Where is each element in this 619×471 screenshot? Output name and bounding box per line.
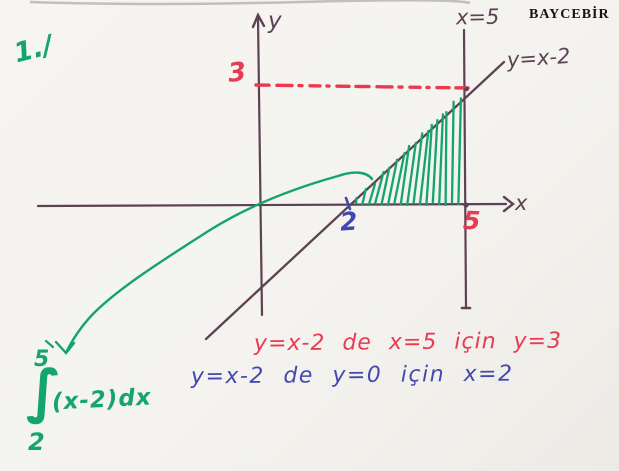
hatch-stroke	[374, 170, 385, 205]
arrow-tick	[44, 339, 55, 349]
integral-upper-limit: 5	[34, 347, 50, 372]
hatch-stroke	[425, 123, 433, 207]
y-axis	[251, 12, 266, 317]
vertical-line-label: x=5	[455, 4, 500, 30]
integrand: (x-2)dx	[51, 384, 153, 416]
dashed-y3-line	[254, 83, 470, 90]
y-axis-arrow-icon	[251, 12, 266, 29]
hatch-stroke	[406, 141, 417, 207]
point-x5-on-axis	[463, 202, 469, 208]
line-equation-label: y=x-2	[506, 43, 572, 73]
y-value-3-label: 3	[226, 57, 248, 89]
hatch-stroke	[386, 158, 399, 207]
x-axis	[36, 195, 515, 213]
scan-artifact-line	[29, 0, 471, 6]
hatch-stroke	[380, 166, 391, 206]
hatch-strokes	[354, 97, 463, 207]
hatch-stroke	[431, 118, 439, 205]
arrowhead-icon	[54, 340, 68, 355]
x-axis-arrow-icon	[502, 195, 515, 213]
red-note: y=x-2 de x=5 için y=3	[253, 328, 563, 357]
hatch-stroke	[393, 152, 406, 205]
integral-sign: ∫	[26, 357, 62, 425]
x-lower-bound-label: 2	[339, 206, 359, 237]
vertical-line-x5	[460, 28, 472, 310]
hatch-stroke	[450, 100, 455, 205]
tick-x2	[344, 196, 352, 211]
region-to-integral-arrow	[44, 171, 374, 355]
hatch-stroke	[367, 182, 377, 207]
y-axis-label: y	[268, 8, 282, 34]
brand-watermark: BAYCEBİR	[529, 7, 610, 22]
integral-lower-limit: 2	[28, 428, 45, 456]
blue-note: y=x-2 de y=0 için x=2	[190, 361, 514, 390]
hatch-stroke	[399, 144, 411, 206]
x-axis-label: x	[515, 191, 528, 215]
x-upper-bound-label: 5	[462, 205, 481, 236]
hatch-stroke	[444, 111, 448, 207]
hatch-stroke	[361, 187, 368, 206]
hatch-stroke	[438, 113, 445, 206]
hatch-stroke	[457, 97, 463, 206]
point-x5-y3	[464, 86, 469, 92]
hatch-stroke	[418, 129, 430, 206]
hatch-stroke	[412, 132, 424, 205]
hatch-stroke	[354, 196, 358, 205]
